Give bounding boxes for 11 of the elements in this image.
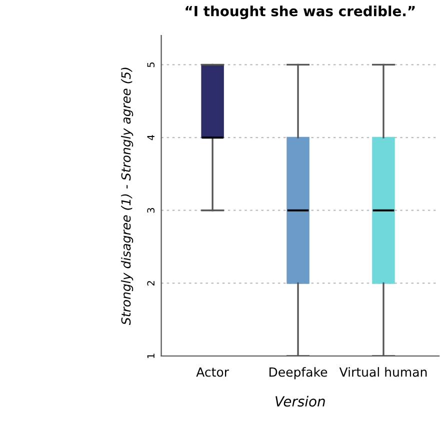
y-tick-label: 3 (147, 208, 155, 213)
x-axis-title: Version (276, 396, 325, 407)
y-tick-label: 1 (147, 354, 154, 358)
y-axis-title: Strongly disagree (1) - Strongly agree (5) (121, 68, 134, 326)
y-tick-label: 5 (147, 62, 155, 68)
x-tick-label: Actor (196, 367, 230, 377)
x-tick-label: Virtual human (339, 367, 427, 377)
x-tick-label: Deepfake (270, 367, 328, 380)
y-tick-label: 2 (147, 281, 154, 286)
chart-title: “I thought she was credible.” (186, 6, 415, 20)
y-tick-label: 4 (147, 135, 154, 140)
